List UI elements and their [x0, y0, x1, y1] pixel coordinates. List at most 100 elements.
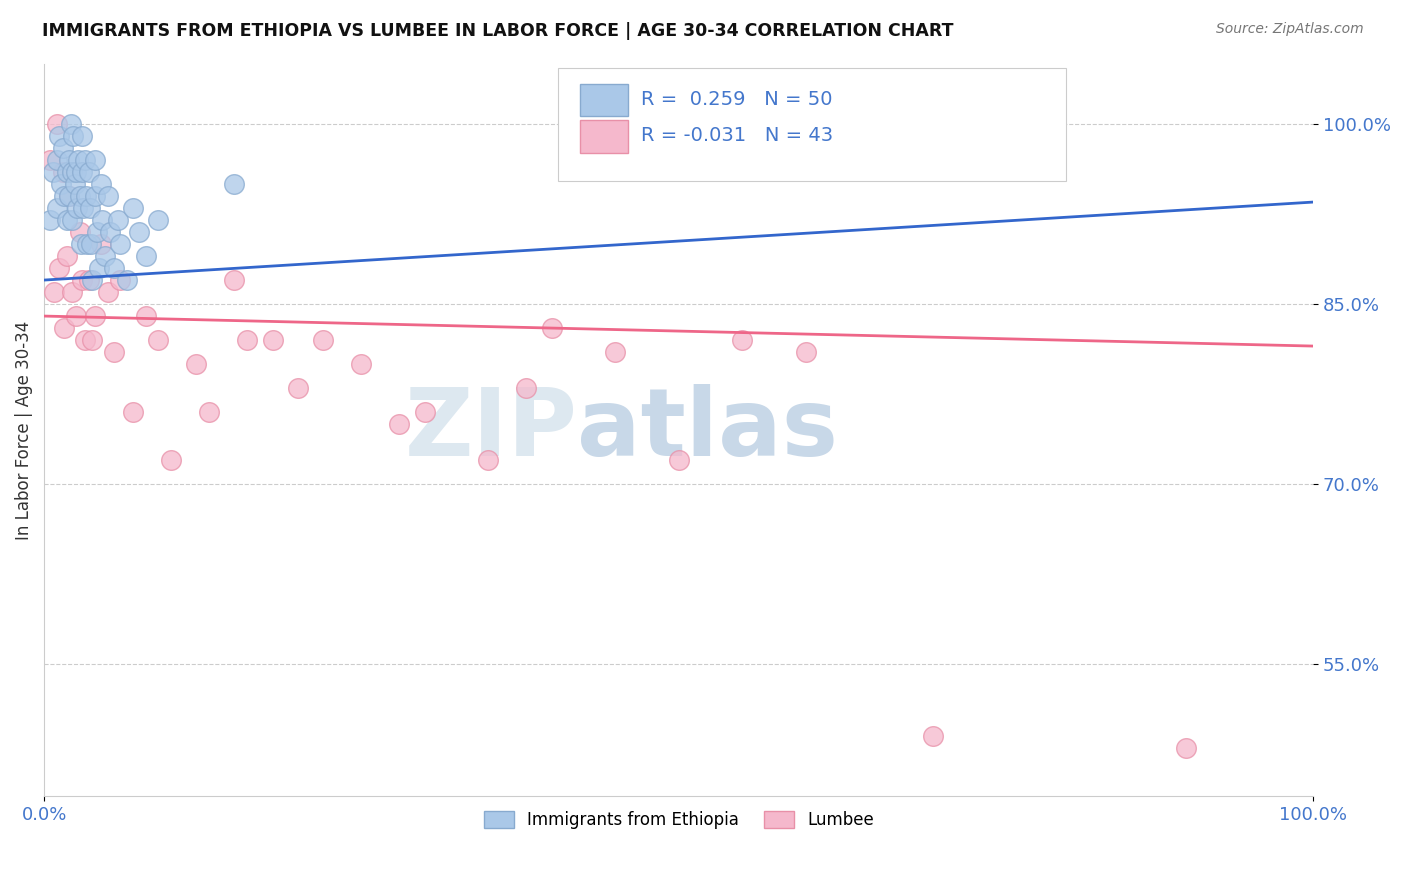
- Point: [73, 333, 96, 347]
- Text: Source: ZipAtlas.com: Source: ZipAtlas.com: [1216, 22, 1364, 37]
- Point: [45, 153, 67, 167]
- Point: [198, 405, 221, 419]
- Point: [224, 177, 246, 191]
- Text: R = -0.031   N = 43: R = -0.031 N = 43: [641, 127, 832, 145]
- Point: [52, 141, 75, 155]
- Point: [87, 261, 110, 276]
- Point: [98, 225, 121, 239]
- Point: [97, 285, 120, 299]
- Point: [388, 417, 411, 431]
- Point: [103, 261, 125, 276]
- Point: [75, 189, 97, 203]
- Point: [58, 189, 80, 203]
- Point: [135, 309, 157, 323]
- Point: [312, 333, 335, 347]
- Point: [148, 213, 170, 227]
- Point: [67, 153, 90, 167]
- Point: [66, 201, 89, 215]
- Point: [45, 117, 67, 131]
- Point: [97, 189, 120, 203]
- Point: [60, 285, 83, 299]
- Point: [60, 213, 83, 227]
- Point: [128, 225, 150, 239]
- Point: [56, 165, 79, 179]
- Point: [63, 177, 86, 191]
- Point: [76, 237, 98, 252]
- Point: [160, 453, 183, 467]
- Point: [115, 273, 138, 287]
- Point: [73, 153, 96, 167]
- Point: [58, 189, 80, 203]
- Point: [921, 729, 943, 743]
- Point: [287, 381, 309, 395]
- Point: [69, 225, 91, 239]
- Point: [79, 201, 101, 215]
- Point: [80, 237, 103, 252]
- Point: [605, 345, 627, 359]
- FancyBboxPatch shape: [579, 84, 628, 116]
- Point: [148, 333, 170, 347]
- Point: [49, 177, 72, 191]
- Point: [90, 177, 112, 191]
- Point: [62, 129, 84, 144]
- Point: [122, 405, 145, 419]
- Text: atlas: atlas: [576, 384, 838, 476]
- Point: [186, 357, 208, 371]
- Point: [70, 165, 93, 179]
- Point: [58, 153, 80, 167]
- Point: [52, 165, 75, 179]
- Point: [731, 333, 754, 347]
- Legend: Immigrants from Ethiopia, Lumbee: Immigrants from Ethiopia, Lumbee: [477, 804, 880, 835]
- Point: [83, 189, 105, 203]
- Point: [65, 165, 87, 179]
- Y-axis label: In Labor Force | Age 30-34: In Labor Force | Age 30-34: [15, 320, 32, 540]
- Point: [224, 273, 246, 287]
- Point: [77, 273, 100, 287]
- Point: [70, 237, 93, 252]
- Point: [110, 273, 132, 287]
- Point: [110, 237, 132, 252]
- Point: [91, 213, 114, 227]
- Point: [39, 153, 62, 167]
- FancyBboxPatch shape: [579, 120, 628, 153]
- Point: [94, 249, 117, 263]
- Point: [53, 321, 76, 335]
- Point: [82, 273, 104, 287]
- Point: [53, 189, 76, 203]
- Point: [77, 165, 100, 179]
- Point: [477, 453, 499, 467]
- FancyBboxPatch shape: [558, 68, 1066, 181]
- Point: [236, 333, 259, 347]
- Point: [794, 345, 817, 359]
- Point: [1175, 741, 1198, 756]
- Point: [48, 261, 70, 276]
- Point: [90, 237, 112, 252]
- Point: [60, 165, 83, 179]
- Point: [48, 129, 70, 144]
- Point: [107, 213, 129, 227]
- Point: [262, 333, 284, 347]
- Point: [45, 201, 67, 215]
- Point: [70, 273, 93, 287]
- Point: [56, 249, 79, 263]
- Point: [413, 405, 436, 419]
- Point: [82, 333, 104, 347]
- Text: ZIP: ZIP: [405, 384, 576, 476]
- Point: [668, 453, 690, 467]
- Point: [83, 153, 105, 167]
- Point: [69, 189, 91, 203]
- Point: [70, 129, 93, 144]
- Point: [350, 357, 373, 371]
- Point: [56, 213, 79, 227]
- Point: [83, 309, 105, 323]
- Point: [59, 117, 82, 131]
- Point: [135, 249, 157, 263]
- Point: [39, 213, 62, 227]
- Point: [122, 201, 145, 215]
- Text: IMMIGRANTS FROM ETHIOPIA VS LUMBEE IN LABOR FORCE | AGE 30-34 CORRELATION CHART: IMMIGRANTS FROM ETHIOPIA VS LUMBEE IN LA…: [42, 22, 953, 40]
- Point: [103, 345, 125, 359]
- Point: [42, 165, 65, 179]
- Point: [65, 309, 87, 323]
- Point: [86, 225, 108, 239]
- Point: [72, 201, 94, 215]
